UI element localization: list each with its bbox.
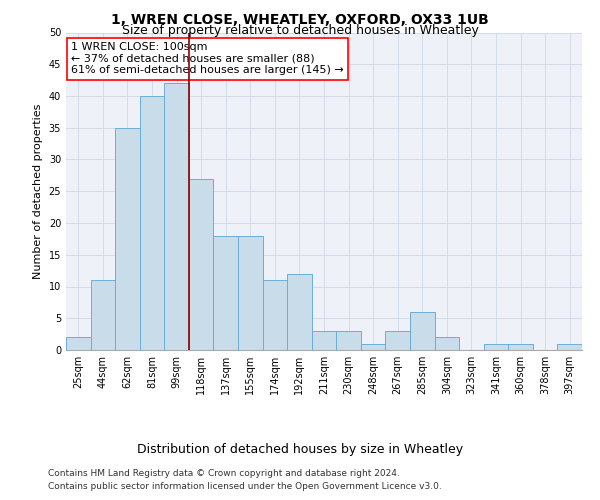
Text: Distribution of detached houses by size in Wheatley: Distribution of detached houses by size … [137, 442, 463, 456]
Bar [189, 178, 214, 350]
Text: 1 WREN CLOSE: 100sqm
← 37% of detached houses are smaller (88)
61% of semi-detac: 1 WREN CLOSE: 100sqm ← 37% of detached h… [71, 42, 344, 75]
Bar [140, 96, 164, 350]
Bar [434, 338, 459, 350]
Text: Contains public sector information licensed under the Open Government Licence v3: Contains public sector information licen… [48, 482, 442, 491]
Bar [361, 344, 385, 350]
Bar [287, 274, 312, 350]
Text: Contains HM Land Registry data © Crown copyright and database right 2024.: Contains HM Land Registry data © Crown c… [48, 468, 400, 477]
Bar [91, 280, 115, 350]
Bar [238, 236, 263, 350]
Text: 1, WREN CLOSE, WHEATLEY, OXFORD, OX33 1UB: 1, WREN CLOSE, WHEATLEY, OXFORD, OX33 1U… [111, 12, 489, 26]
Y-axis label: Number of detached properties: Number of detached properties [33, 104, 43, 279]
Bar [312, 331, 336, 350]
Bar [508, 344, 533, 350]
Bar [336, 331, 361, 350]
Bar [263, 280, 287, 350]
Bar [484, 344, 508, 350]
Bar [410, 312, 434, 350]
Bar [557, 344, 582, 350]
Bar [164, 84, 189, 350]
Bar [385, 331, 410, 350]
Bar [115, 128, 140, 350]
Text: Size of property relative to detached houses in Wheatley: Size of property relative to detached ho… [122, 24, 478, 37]
Bar [66, 338, 91, 350]
Bar [214, 236, 238, 350]
